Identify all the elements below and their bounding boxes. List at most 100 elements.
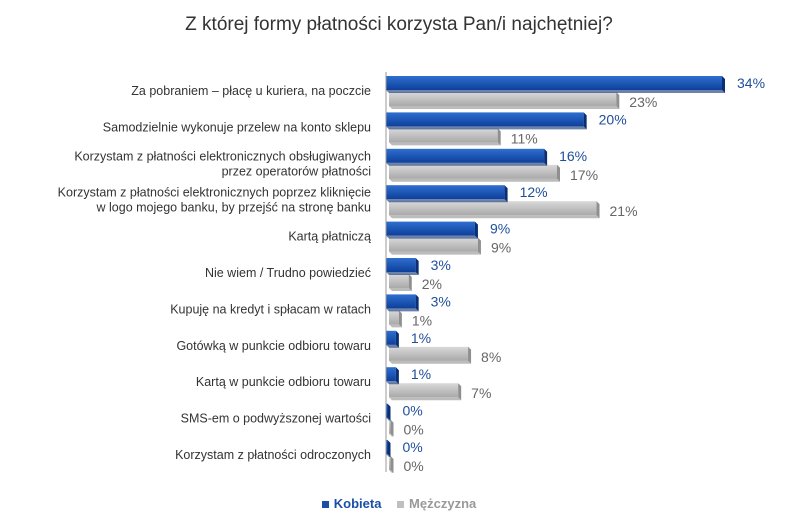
bar-kobieta-2-bottom [386,162,548,166]
bar-mezczyzna-6-bottom [389,324,402,328]
bar-kobieta-9 [386,403,391,421]
data-label-kobieta-7: 1% [411,330,431,346]
bar-kobieta-1 [386,112,587,130]
legend-item-kobieta: Kobieta [321,496,382,511]
legend-item-mezczyzna: Mężczyzna [397,496,476,511]
bar-kobieta-10-face [386,440,388,454]
bar-mezczyzna-1-bottom [389,142,501,146]
data-label-kobieta-4: 9% [490,221,510,237]
data-label-kobieta-5: 3% [431,257,451,273]
category-label-8: Kartą w punkcie odbioru towaru [196,375,371,389]
bar-mezczyzna-2-bottom [389,178,560,182]
bar-mezczyzna-3 [389,201,600,219]
category-label-8-line-0: Kartą w punkcie odbioru towaru [196,375,371,389]
bar-kobieta-3-side [504,185,508,203]
legend-swatch-mezczyzna [397,501,405,509]
data-label-mezczyzna-4: 9% [491,240,511,256]
category-label-10: Korzystam z płatności odroczonych [175,448,371,462]
data-label-mezczyzna-5: 2% [422,276,442,292]
category-label-3-line-0: Korzystam z płatności elektronicznych po… [58,186,371,200]
category-label-10-line-0: Korzystam z płatności odroczonych [175,448,371,462]
legend: Kobieta Mężczyzna [0,496,798,511]
bar-kobieta-6-face [386,294,416,309]
bar-mezczyzna-10 [389,456,394,473]
category-label-1: Samodzielnie wykonuje przelew na konto s… [103,120,371,134]
legend-label-mezczyzna: Mężczyzna [409,496,477,511]
bar-kobieta-1-face [386,112,584,127]
bar-mezczyzna-10-side [390,456,394,473]
data-label-kobieta-10: 0% [403,439,423,455]
bar-kobieta-7-side [395,330,399,348]
bar-kobieta-8 [386,367,399,385]
category-label-4: Kartą płatniczą [288,230,371,244]
bar-kobieta-0-bottom [386,90,725,93]
bar-kobieta-6 [386,294,419,312]
bar-mezczyzna-2-side [557,164,560,182]
bar-kobieta-4-bottom [386,235,478,239]
bar-mezczyzna-5-side [408,274,412,291]
bar-kobieta-7 [386,330,399,348]
category-label-1-line-0: Samodzielnie wykonuje przelew na konto s… [103,120,371,134]
bar-mezczyzna-8-side [458,383,462,401]
bar-mezczyzna-3-bottom [389,215,600,219]
category-label-4-line-0: Kartą płatniczą [288,230,371,244]
bar-kobieta-0-face [386,76,722,90]
category-label-7: Gotówką w punkcie odbioru towaru [176,339,371,353]
bar-mezczyzna-7-side [468,346,472,364]
bar-mezczyzna-1-side [497,128,501,146]
bar-kobieta-5-face [386,258,416,272]
bar-mezczyzna-0 [389,92,620,109]
bar-mezczyzna-8 [389,383,462,401]
bar-mezczyzna-0-face [389,92,617,106]
bar-mezczyzna-1-face [389,128,498,143]
bar-mezczyzna-6-face [389,310,399,325]
bar-kobieta-5 [386,258,419,275]
bar-mezczyzna-9 [389,419,394,437]
category-label-2-line-1: przez operatorów płatności [222,164,371,178]
data-label-mezczyzna-10: 0% [404,458,424,474]
bar-kobieta-0-side [722,76,725,93]
bar-kobieta-7-face [386,330,396,345]
bar-mezczyzna-5-face [389,274,409,288]
bar-mezczyzna-9-side [390,419,394,437]
bar-mezczyzna-9-face [389,419,391,434]
bar-mezczyzna-4 [389,237,481,255]
bar-kobieta-8-face [386,367,396,382]
category-label-3: Korzystam z płatności elektronicznych po… [58,186,371,215]
data-label-kobieta-0: 34% [737,75,765,91]
data-label-kobieta-3: 12% [520,184,548,200]
bar-mezczyzna-7 [389,346,472,364]
bar-mezczyzna-4-face [389,237,478,252]
legend-label-kobieta: Kobieta [333,496,382,511]
category-label-2: Korzystam z płatności elektronicznych ob… [74,149,371,178]
category-label-5: Nie wiem / Trudno powiedzieć [205,266,371,280]
bar-mezczyzna-10-bottom [389,470,394,473]
bar-kobieta-3-face [386,185,505,200]
category-label-2-line-0: Korzystam z płatności elektronicznych ob… [74,149,371,163]
bar-mezczyzna-3-face [389,201,597,216]
category-label-6-line-0: Kupuję na kredyt i spłacam w ratach [170,302,371,316]
bar-kobieta-5-side [415,258,419,275]
data-label-kobieta-1: 20% [599,111,627,127]
bar-kobieta-3-bottom [386,199,508,203]
chart-title: Z której formy płatności korzysta Pan/i … [185,14,613,35]
bar-kobieta-4 [386,221,478,239]
bar-mezczyzna-10-face [389,456,391,470]
data-label-kobieta-9: 0% [403,403,423,419]
data-label-mezczyzna-0: 23% [629,94,657,110]
data-label-mezczyzna-9: 0% [404,422,424,438]
bar-kobieta-2 [386,148,548,166]
bar-mezczyzna-2-face [389,164,557,179]
bar-mezczyzna-7-face [389,346,469,361]
bar-mezczyzna-7-bottom [389,360,472,364]
data-label-kobieta-2: 16% [559,148,587,164]
bar-kobieta-9-bottom [386,417,391,421]
legend-swatch-kobieta [321,501,329,509]
bar-mezczyzna-8-face [389,383,459,398]
data-label-mezczyzna-3: 21% [610,203,638,219]
bar-kobieta-9-face [386,403,388,418]
bar-kobieta-10-side [387,440,391,457]
data-label-kobieta-8: 1% [411,366,431,382]
bar-kobieta-4-side [474,221,478,239]
